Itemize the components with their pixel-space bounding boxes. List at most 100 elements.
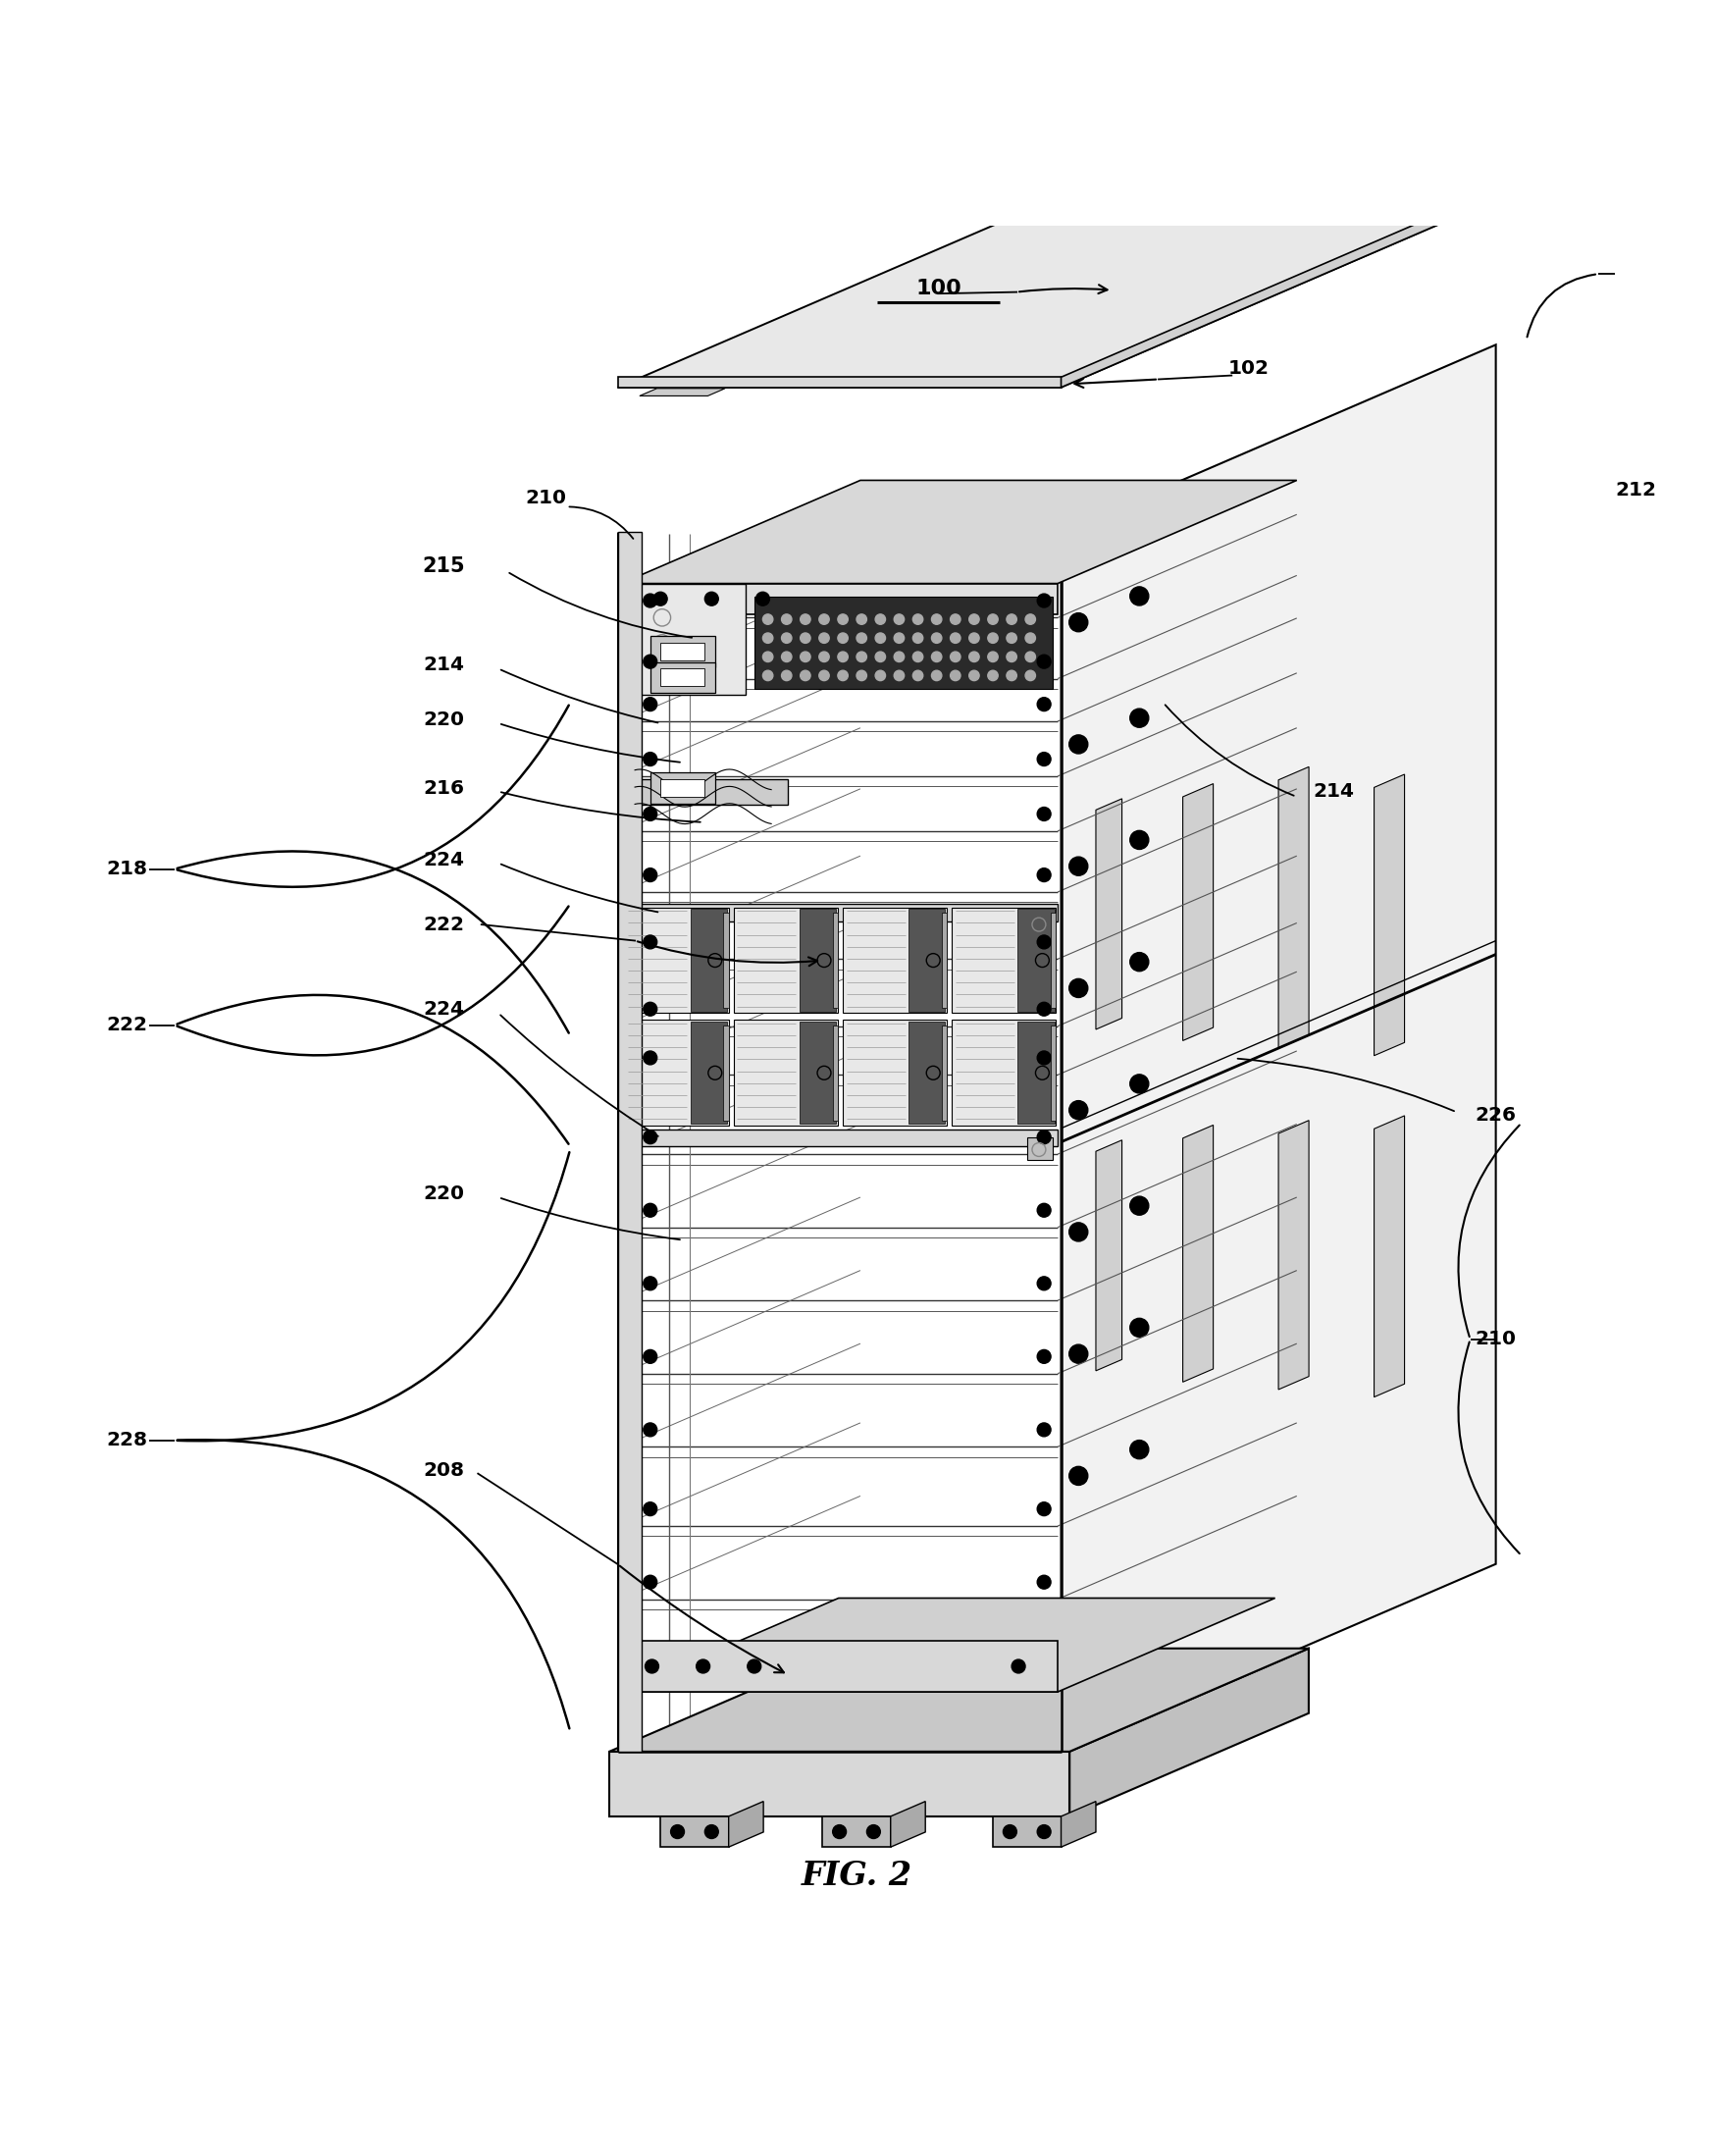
Polygon shape	[1018, 910, 1053, 1011]
Circle shape	[913, 651, 923, 662]
Circle shape	[1007, 634, 1018, 642]
Circle shape	[644, 655, 658, 668]
Circle shape	[819, 651, 829, 662]
Polygon shape	[618, 377, 1060, 388]
Circle shape	[644, 593, 658, 608]
Circle shape	[644, 696, 658, 711]
Text: 224: 224	[423, 1000, 464, 1020]
Circle shape	[1131, 830, 1149, 849]
Circle shape	[1036, 806, 1050, 821]
Circle shape	[932, 634, 942, 642]
Polygon shape	[622, 481, 1297, 584]
Circle shape	[932, 651, 942, 662]
Circle shape	[800, 614, 810, 625]
Polygon shape	[843, 908, 947, 1013]
Bar	[651, 662, 714, 692]
Circle shape	[1036, 593, 1050, 608]
Circle shape	[800, 671, 810, 681]
Circle shape	[644, 752, 658, 765]
Circle shape	[1069, 1466, 1088, 1485]
Bar	[1028, 1138, 1052, 1160]
Polygon shape	[1096, 1141, 1122, 1371]
Circle shape	[644, 1576, 658, 1589]
Circle shape	[1026, 651, 1035, 662]
Circle shape	[781, 634, 791, 642]
Circle shape	[644, 1423, 658, 1436]
Polygon shape	[908, 910, 946, 1011]
Polygon shape	[833, 1024, 838, 1121]
Bar	[754, 597, 1052, 690]
Polygon shape	[1278, 768, 1309, 1048]
Circle shape	[913, 634, 923, 642]
Circle shape	[819, 614, 829, 625]
Polygon shape	[1182, 1125, 1213, 1382]
Circle shape	[644, 936, 658, 949]
Circle shape	[747, 1660, 761, 1673]
Circle shape	[1036, 1824, 1050, 1839]
Circle shape	[762, 671, 773, 681]
Text: 102: 102	[1228, 360, 1269, 377]
Polygon shape	[622, 903, 1057, 921]
Circle shape	[838, 634, 848, 642]
Text: 220: 220	[423, 711, 464, 729]
Polygon shape	[629, 780, 788, 804]
Circle shape	[970, 671, 980, 681]
Text: 226: 226	[1475, 1106, 1516, 1125]
Circle shape	[1131, 953, 1149, 970]
Circle shape	[644, 806, 658, 821]
Circle shape	[856, 671, 867, 681]
Circle shape	[654, 593, 668, 606]
Circle shape	[1069, 979, 1088, 998]
Bar	[661, 668, 704, 686]
Polygon shape	[1050, 912, 1055, 1009]
Polygon shape	[733, 1020, 838, 1125]
Circle shape	[856, 614, 867, 625]
Text: FIG. 2: FIG. 2	[802, 1861, 911, 1893]
Polygon shape	[1069, 1649, 1309, 1815]
Polygon shape	[723, 1024, 728, 1121]
Circle shape	[781, 671, 791, 681]
Circle shape	[1026, 634, 1035, 642]
Circle shape	[671, 1824, 683, 1839]
Circle shape	[951, 634, 961, 642]
Circle shape	[646, 1660, 660, 1673]
Circle shape	[875, 651, 886, 662]
Circle shape	[988, 634, 999, 642]
Polygon shape	[952, 1020, 1055, 1125]
Circle shape	[819, 671, 829, 681]
Polygon shape	[625, 1020, 728, 1125]
Circle shape	[1131, 1440, 1149, 1460]
Bar	[651, 636, 714, 666]
Circle shape	[894, 651, 904, 662]
Circle shape	[644, 1130, 658, 1145]
Circle shape	[800, 651, 810, 662]
Polygon shape	[1096, 798, 1122, 1028]
Circle shape	[781, 614, 791, 625]
Circle shape	[1131, 1074, 1149, 1093]
Circle shape	[1069, 735, 1088, 755]
Circle shape	[1036, 1050, 1050, 1065]
Circle shape	[970, 614, 980, 625]
Polygon shape	[1374, 1115, 1405, 1397]
Bar	[661, 642, 704, 660]
Text: 228: 228	[106, 1432, 147, 1449]
Circle shape	[856, 634, 867, 642]
Polygon shape	[639, 388, 725, 397]
Circle shape	[704, 1824, 718, 1839]
Circle shape	[762, 614, 773, 625]
Polygon shape	[843, 1020, 947, 1125]
Circle shape	[1131, 1197, 1149, 1216]
Circle shape	[1036, 1276, 1050, 1289]
Text: 216: 216	[423, 778, 464, 798]
Circle shape	[762, 634, 773, 642]
Circle shape	[932, 671, 942, 681]
Circle shape	[988, 671, 999, 681]
Polygon shape	[942, 1024, 947, 1121]
Polygon shape	[891, 1802, 925, 1848]
Text: 215: 215	[423, 556, 466, 576]
Circle shape	[1131, 709, 1149, 727]
Text: 210: 210	[1475, 1330, 1516, 1350]
Circle shape	[838, 651, 848, 662]
Circle shape	[644, 1003, 658, 1015]
Polygon shape	[822, 1815, 891, 1848]
